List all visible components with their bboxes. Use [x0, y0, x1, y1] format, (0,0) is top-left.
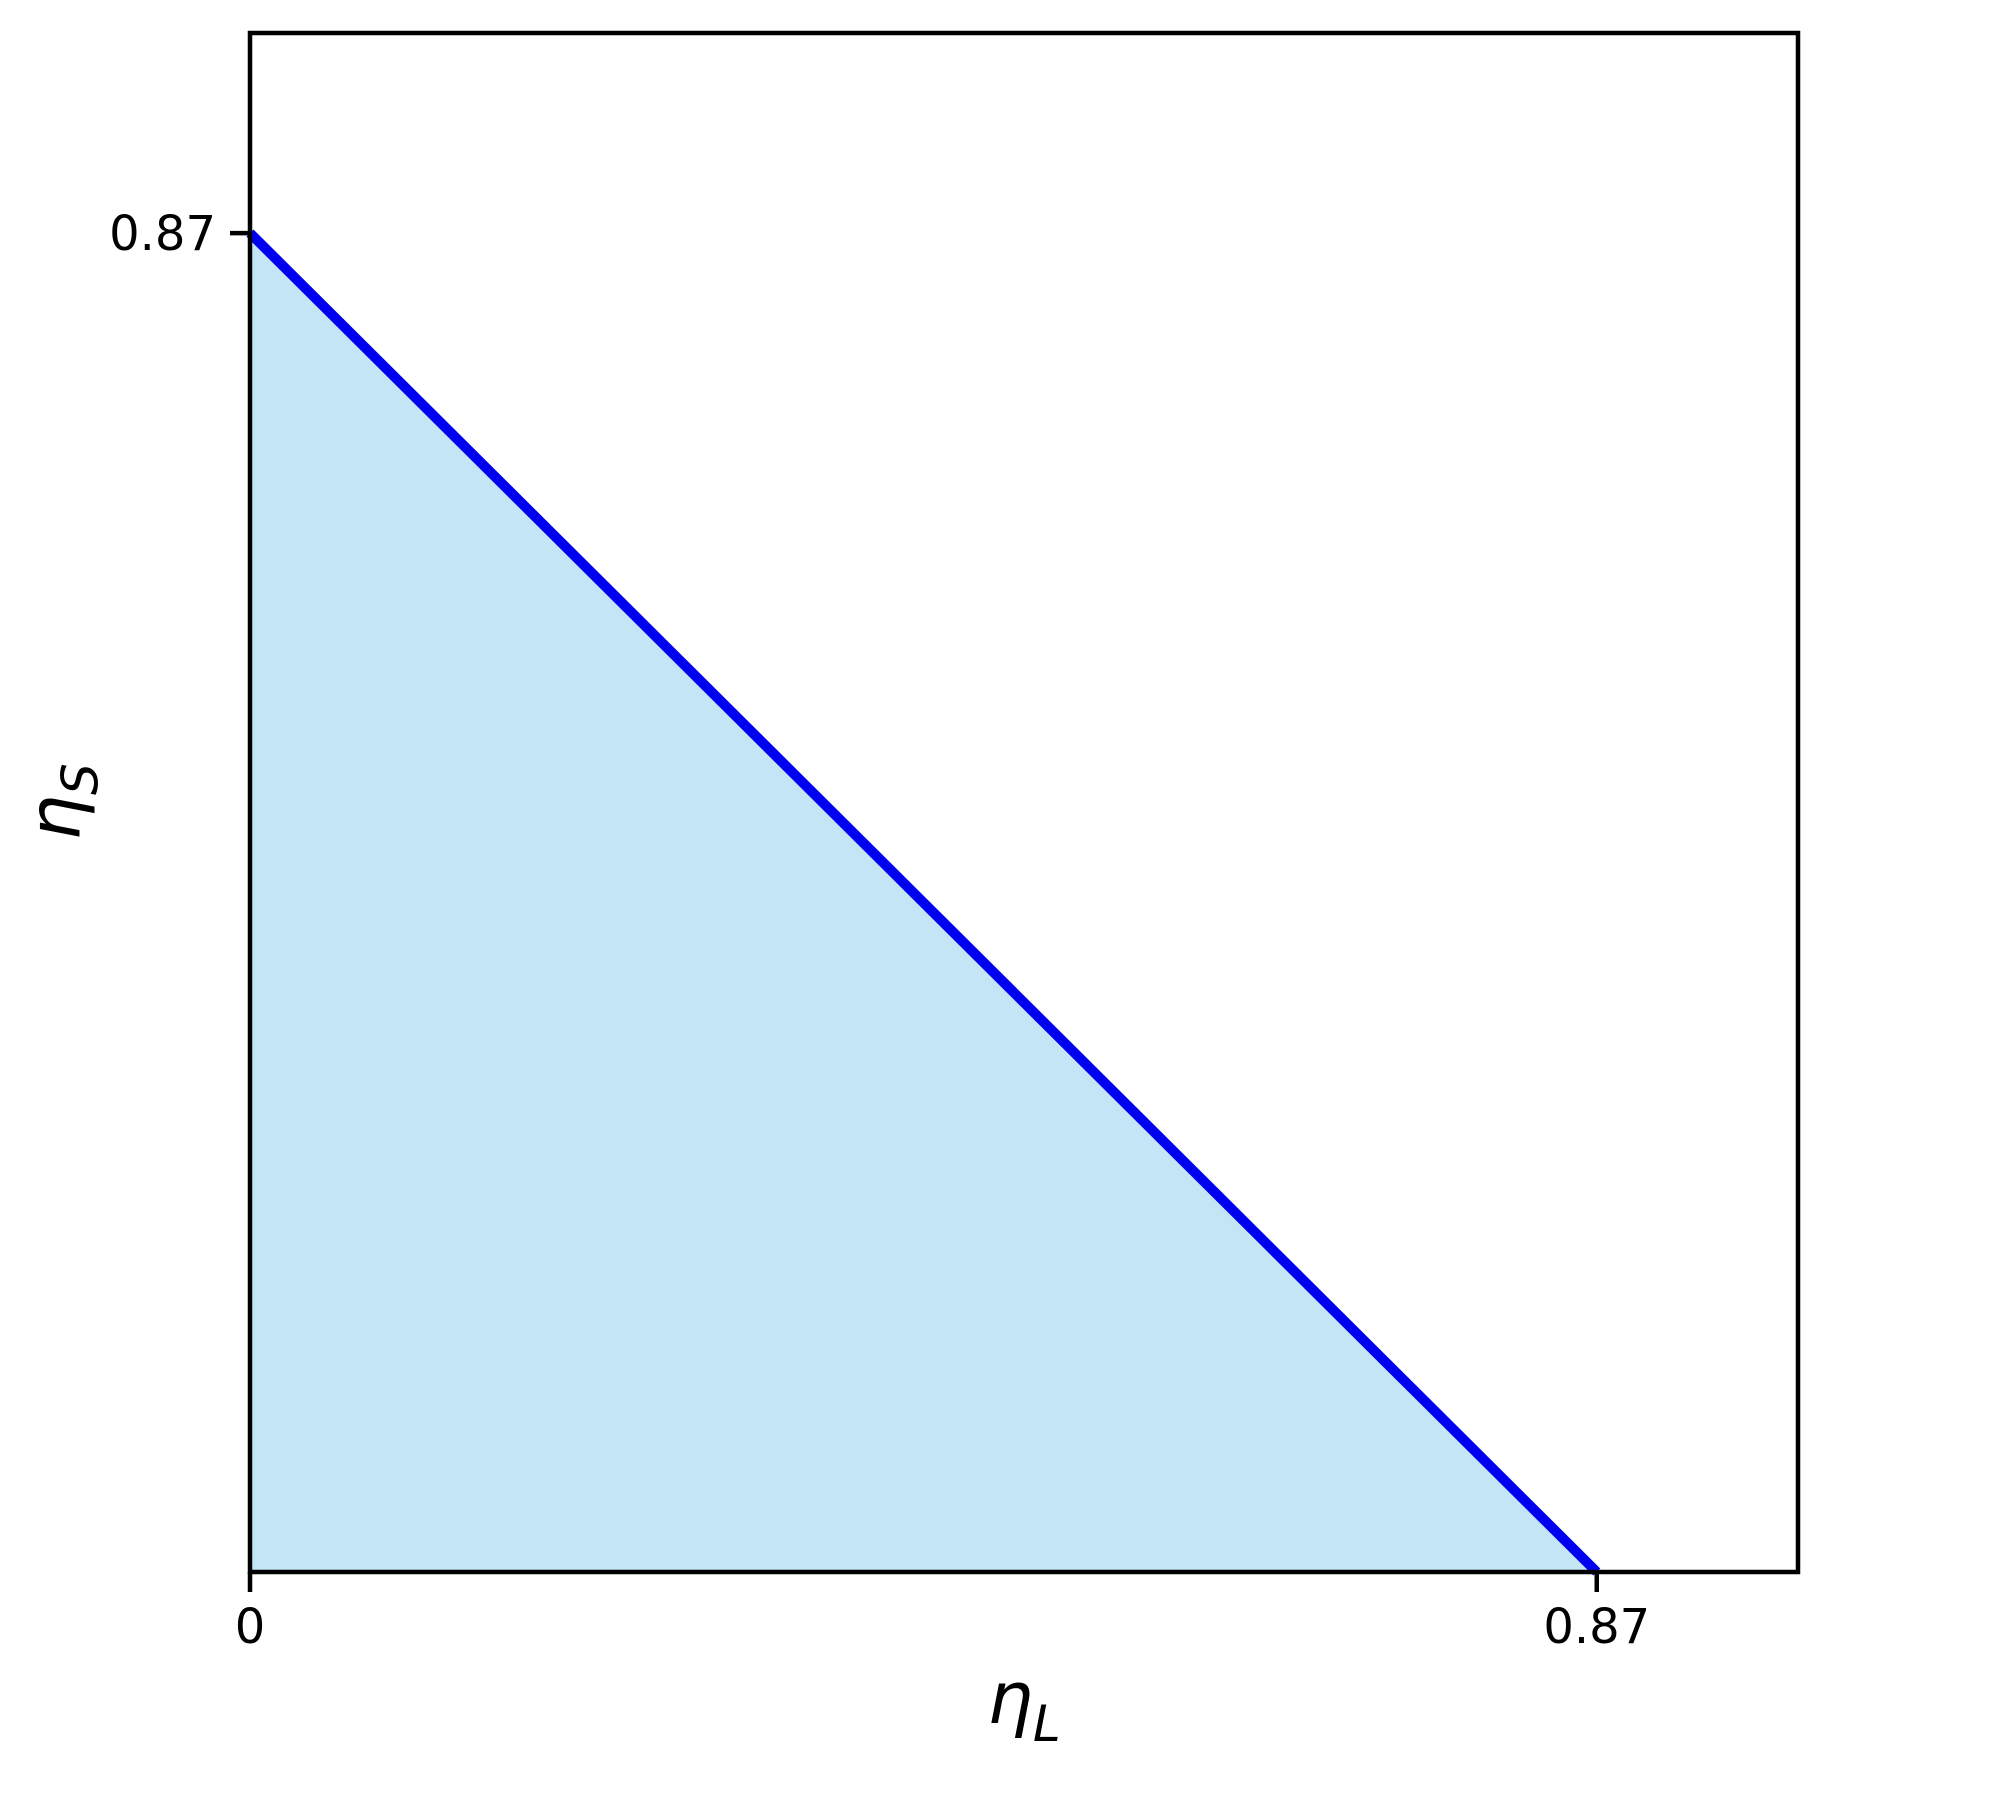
- x-axis-label-subscript: L: [1032, 1695, 1061, 1753]
- x-axis-label-symbol: η: [987, 1656, 1033, 1740]
- y-axis-label: ηS: [13, 763, 110, 840]
- boundary-line: [246, 229, 1601, 1576]
- y-tick-label: 0.87: [109, 206, 216, 262]
- x-axis-ticks: 0 0.87: [235, 1572, 1650, 1655]
- x-tick-label: 0.87: [1543, 1599, 1650, 1655]
- x-axis-label: ηL: [987, 1662, 1061, 1749]
- x-tick-label: 0: [235, 1599, 266, 1655]
- plot-border: [247, 30, 1801, 1575]
- y-axis-label-subscript: S: [51, 763, 110, 796]
- y-axis-label-symbol: η: [12, 795, 97, 841]
- y-axis-ticks: 0.87: [109, 206, 250, 262]
